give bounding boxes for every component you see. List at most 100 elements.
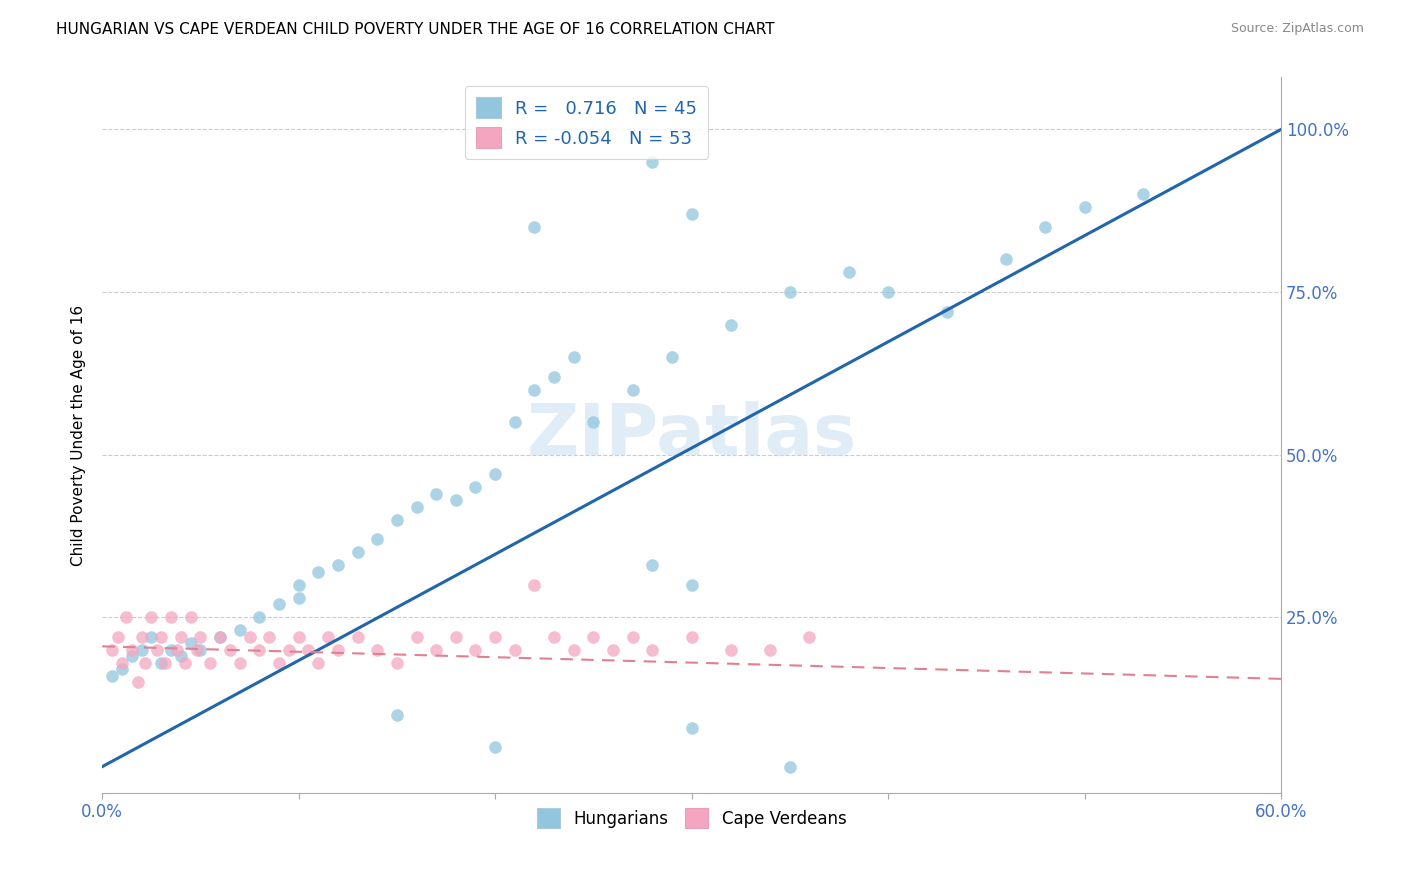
Text: Source: ZipAtlas.com: Source: ZipAtlas.com <box>1230 22 1364 36</box>
Point <box>134 656 156 670</box>
Point <box>121 649 143 664</box>
Point <box>543 630 565 644</box>
Text: ZIPatlas: ZIPatlas <box>526 401 856 469</box>
Point <box>190 642 212 657</box>
Point <box>523 577 546 591</box>
Point <box>173 656 195 670</box>
Point <box>247 610 270 624</box>
Y-axis label: Child Poverty Under the Age of 16: Child Poverty Under the Age of 16 <box>72 304 86 566</box>
Point <box>307 565 329 579</box>
Point <box>681 207 703 221</box>
Point <box>543 369 565 384</box>
Point <box>131 630 153 644</box>
Point <box>582 415 605 429</box>
Point <box>287 577 309 591</box>
Point <box>297 642 319 657</box>
Point <box>141 610 163 624</box>
Point <box>111 656 134 670</box>
Point <box>681 721 703 735</box>
Point <box>621 630 644 644</box>
Point <box>166 642 188 657</box>
Point <box>131 642 153 657</box>
Point <box>287 630 309 644</box>
Point <box>150 630 173 644</box>
Point <box>602 642 624 657</box>
Point <box>267 656 290 670</box>
Point <box>799 630 821 644</box>
Point <box>150 656 173 670</box>
Point <box>160 610 183 624</box>
Point <box>170 630 193 644</box>
Point <box>111 662 134 676</box>
Point <box>180 610 202 624</box>
Point <box>1132 187 1154 202</box>
Point <box>385 512 408 526</box>
Point <box>484 630 506 644</box>
Point <box>661 350 683 364</box>
Point <box>209 630 232 644</box>
Point <box>681 577 703 591</box>
Point <box>405 630 427 644</box>
Point <box>101 642 124 657</box>
Point <box>681 630 703 644</box>
Point <box>425 642 447 657</box>
Point <box>444 493 467 508</box>
Point <box>720 642 742 657</box>
Point <box>219 642 242 657</box>
Text: HUNGARIAN VS CAPE VERDEAN CHILD POVERTY UNDER THE AGE OF 16 CORRELATION CHART: HUNGARIAN VS CAPE VERDEAN CHILD POVERTY … <box>56 22 775 37</box>
Point <box>621 383 644 397</box>
Point <box>160 642 183 657</box>
Point <box>153 656 176 670</box>
Point <box>425 486 447 500</box>
Legend: Hungarians, Cape Verdeans: Hungarians, Cape Verdeans <box>530 802 853 834</box>
Point <box>779 759 801 773</box>
Point <box>316 630 339 644</box>
Point <box>200 656 222 670</box>
Point <box>838 265 860 279</box>
Point <box>121 642 143 657</box>
Point <box>385 707 408 722</box>
Point <box>464 480 486 494</box>
Point <box>247 642 270 657</box>
Point <box>503 642 526 657</box>
Point <box>484 740 506 755</box>
Point <box>484 467 506 481</box>
Point <box>720 318 742 332</box>
Point <box>229 623 252 637</box>
Point <box>101 668 124 682</box>
Point <box>114 610 136 624</box>
Point <box>385 656 408 670</box>
Point <box>464 642 486 657</box>
Point <box>503 415 526 429</box>
Point <box>190 630 212 644</box>
Point <box>994 252 1017 267</box>
Point <box>641 642 664 657</box>
Point <box>936 304 959 318</box>
Point <box>287 591 309 605</box>
Point <box>170 649 193 664</box>
Point <box>562 642 585 657</box>
Point <box>307 656 329 670</box>
Point <box>779 285 801 299</box>
Point <box>444 630 467 644</box>
Point <box>277 642 299 657</box>
Point <box>326 558 349 573</box>
Point <box>209 630 232 644</box>
Point <box>523 219 546 234</box>
Point <box>107 630 129 644</box>
Point <box>523 383 546 397</box>
Point <box>229 656 252 670</box>
Point <box>186 642 208 657</box>
Point <box>1073 201 1095 215</box>
Point <box>127 675 149 690</box>
Point <box>346 630 368 644</box>
Point <box>562 350 585 364</box>
Point <box>267 597 290 611</box>
Point <box>759 642 782 657</box>
Point <box>257 630 280 644</box>
Point <box>641 558 664 573</box>
Point <box>346 545 368 559</box>
Point <box>1033 219 1056 234</box>
Point <box>180 636 202 650</box>
Point <box>366 642 388 657</box>
